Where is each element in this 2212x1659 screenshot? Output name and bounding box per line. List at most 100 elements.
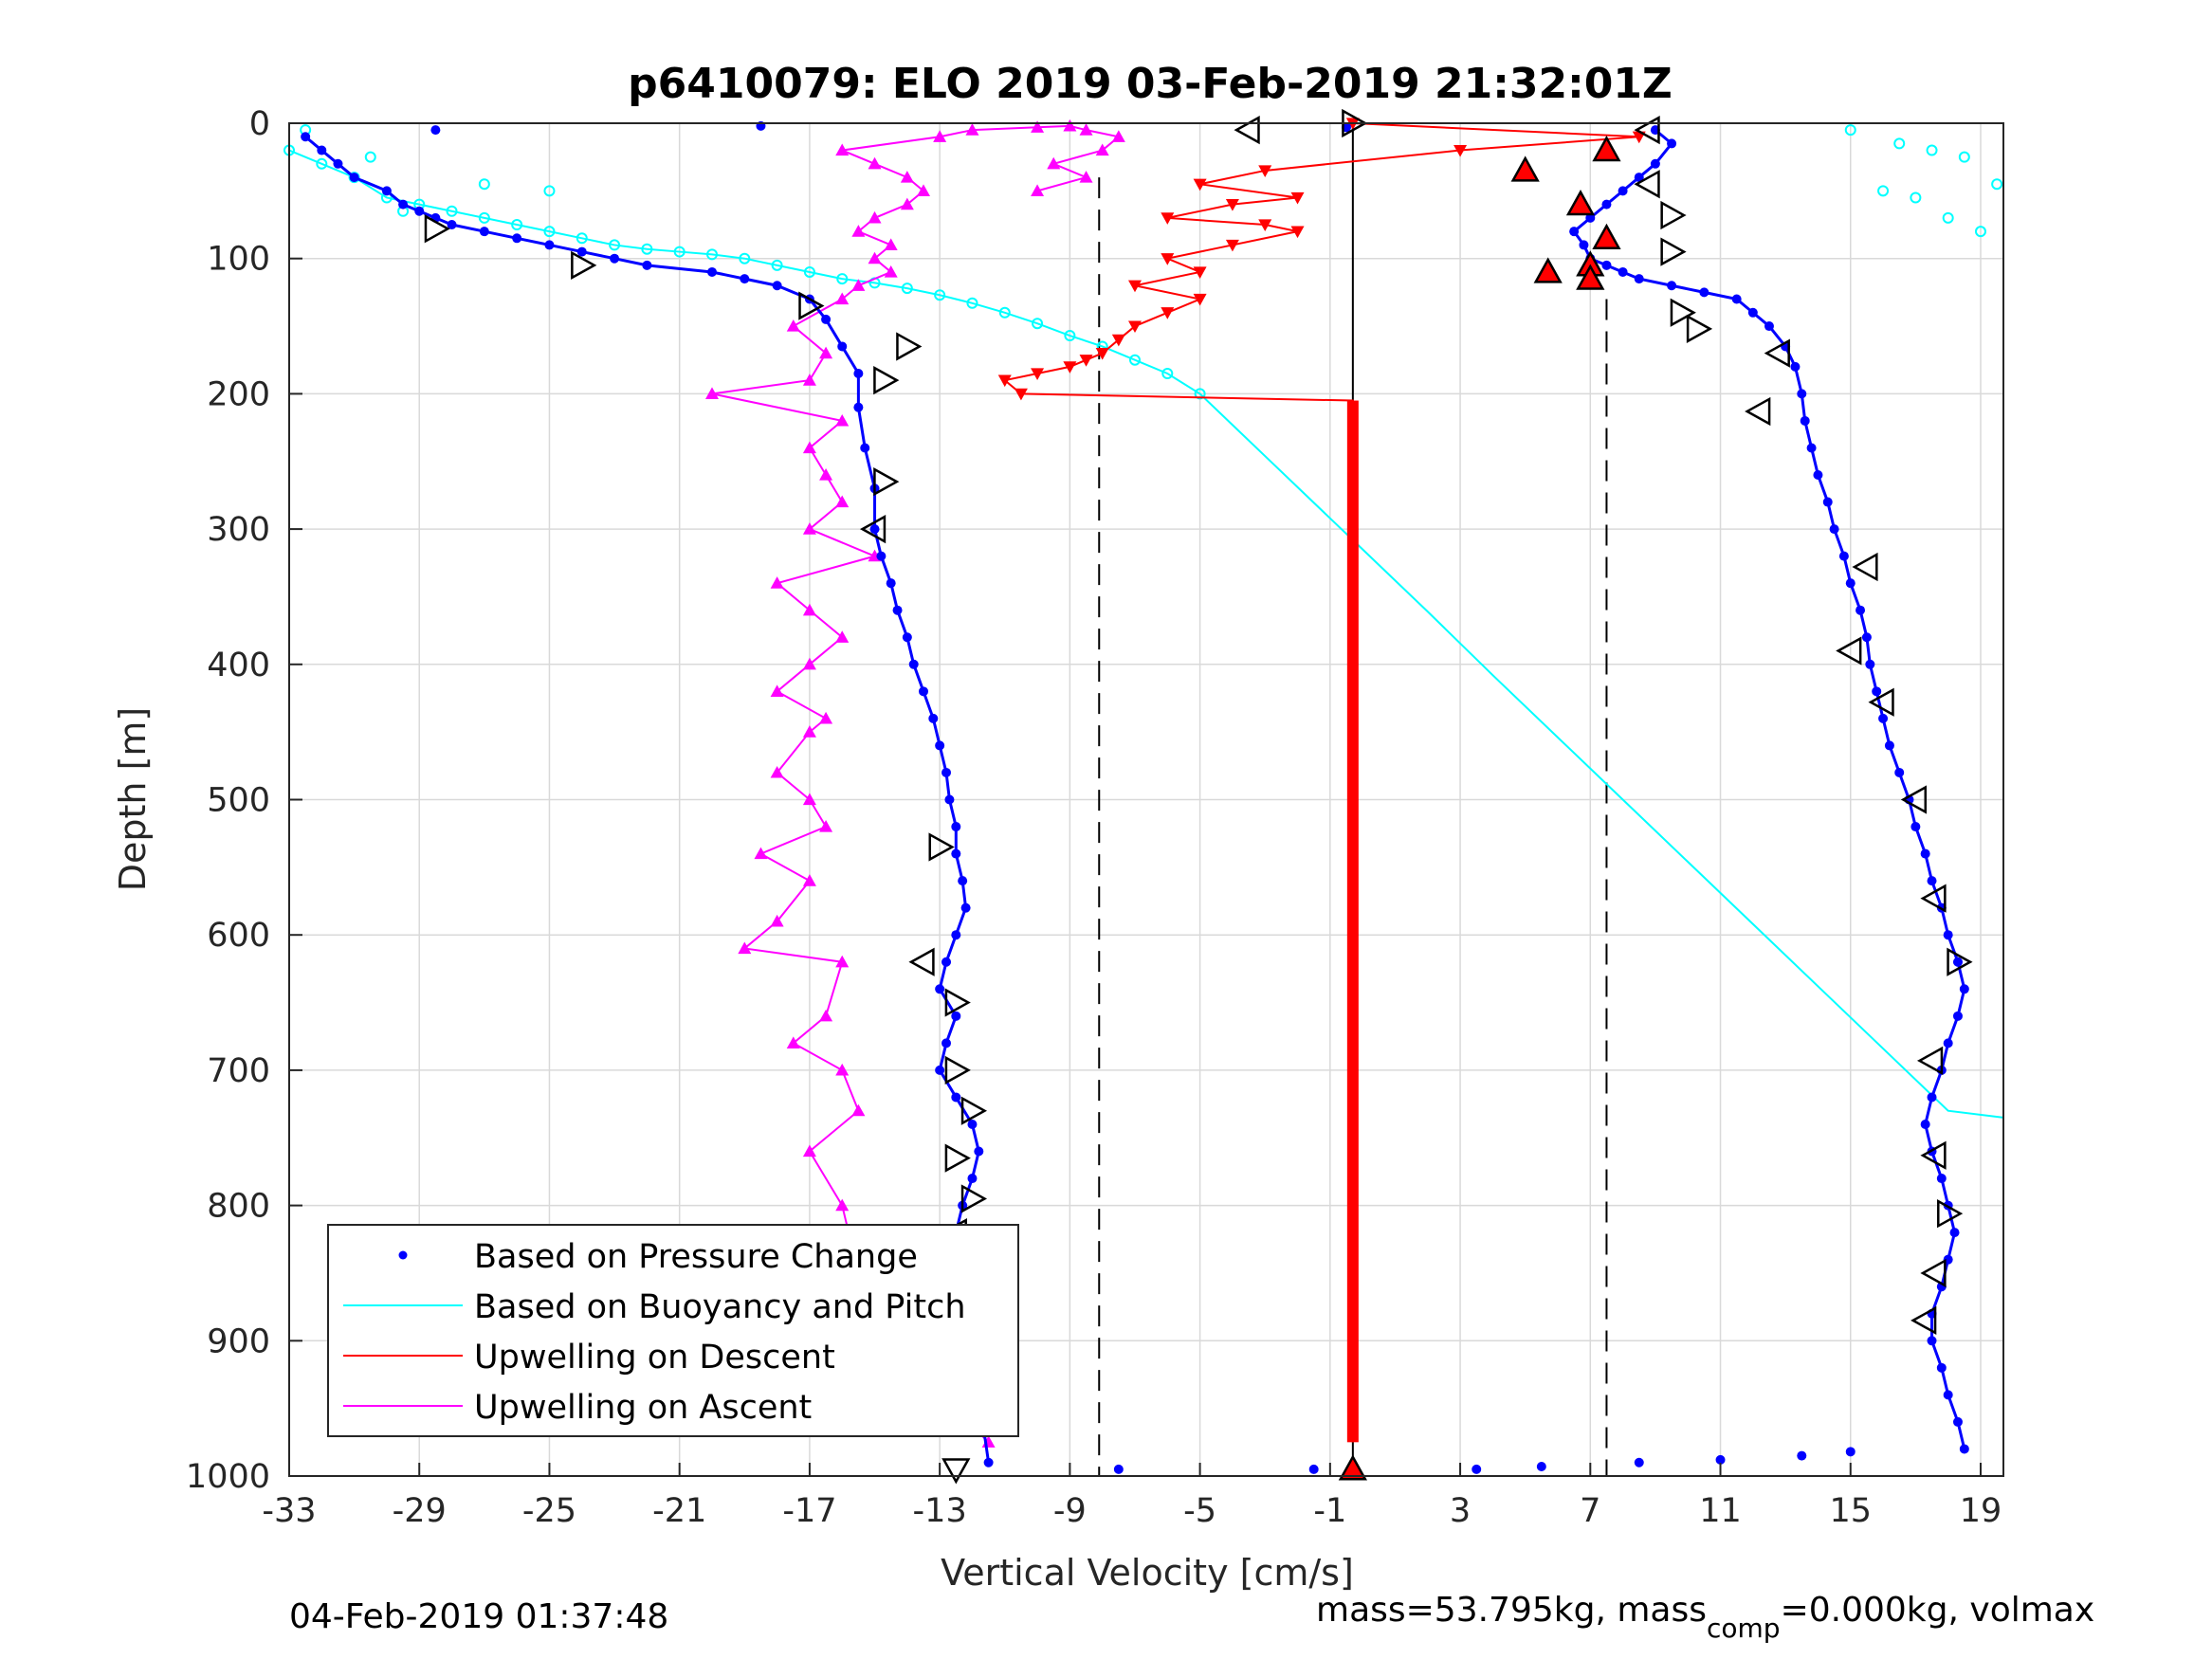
ascent-upwelling-point [835,955,850,968]
ascent-upwelling-point [770,576,784,589]
ascent-upwelling-point [802,874,816,886]
pressure-point [1878,713,1889,723]
x-tick-label: 15 [1829,1492,1872,1530]
x-tick-label: -21 [652,1492,706,1530]
pressure-point [1927,1092,1937,1103]
pressure-point [414,206,425,216]
ascent-upwelling-point [819,1009,833,1022]
pressure-point [1845,1447,1856,1457]
footer-mass-sub: comp [1707,1613,1781,1644]
y-tick-label: 1000 [186,1458,270,1496]
pressure-point [928,713,939,723]
buoyancy-point [1958,151,1970,163]
pressure-point [960,902,971,913]
ascent-upwelling-point [1079,171,1093,183]
ascent-upwelling-point [933,130,947,142]
ascent-upwelling-point [900,197,914,210]
y-axis-label: Depth [m] [112,707,154,892]
descent-upwelling-point [1161,212,1175,225]
pressure-point [1927,876,1937,886]
buoyancy-point [478,211,490,224]
legend: Based on Pressure Change Based on Buoyan… [327,1224,1019,1437]
ascent-upwelling-point [770,684,784,697]
ascent-upwelling-point [835,143,850,156]
ascent-upwelling-point [851,1103,866,1117]
y-tick-label: 400 [207,647,270,684]
pressure-point [908,659,919,669]
descent-upwelling-point [1193,293,1207,306]
descent-upwelling-point [1193,266,1207,279]
pressure-point [1579,240,1589,250]
ascent-upwelling-point [1047,156,1061,170]
ascent-upwelling-point [1063,118,1077,132]
ascent-upwelling-point [754,847,768,860]
pressure-point [876,551,887,561]
buoyancy-point [771,259,783,271]
buoyancy-point [1974,226,1986,238]
ascent-upwelling-point [835,1063,850,1076]
legend-label-buoyancy: Based on Buoyancy and Pitch [474,1288,966,1326]
x-tick-label: 7 [1580,1492,1600,1530]
ascent-upwelling-point [738,941,752,955]
y-tick-label: 300 [207,511,270,549]
x-tick-label: -5 [1183,1492,1216,1530]
x-tick-label: -33 [262,1492,316,1530]
buoyancy-point [1942,211,1954,224]
heading-marker [1592,223,1621,249]
x-axis-label: Vertical Velocity [cm/s] [941,1552,1354,1594]
heading-marker [1686,314,1713,344]
pressure-point [1884,740,1894,751]
x-tick-label: -17 [782,1492,836,1530]
footer-timestamp: 04-Feb-2019 01:37:48 [289,1597,668,1636]
descent-upwelling-point [1258,219,1272,232]
pressure-point [317,145,327,155]
pressure-point [1949,1228,1960,1238]
buoyancy-point [1161,367,1174,379]
buoyancy-point [1128,354,1141,366]
ascent-upwelling-point [884,264,898,278]
ascent-upwelling-point [802,1144,816,1158]
pressure-point [1536,1462,1546,1472]
heading-marker [1670,298,1696,327]
pressure-point [935,740,945,751]
y-tick-label: 600 [207,917,270,955]
pressure-point [1800,415,1810,426]
y-tick-label: 900 [207,1322,270,1360]
pressure-point [860,443,870,453]
heading-marker [1947,947,1973,976]
pressure-point [974,1146,984,1157]
pressure-point [1936,1174,1947,1184]
pressure-point [1910,822,1921,832]
buoyancy-point [998,306,1011,319]
pressure-point [941,957,952,967]
heading-marker [944,1055,971,1085]
ascent-upwelling-point [1079,123,1093,136]
pressure-point [706,266,717,277]
descent-upwelling-point [1453,144,1468,157]
descent-upwelling-line [1002,122,1639,1443]
buoyancy-point [673,246,686,258]
pressure-point [1952,957,1963,967]
pressure-point [902,632,912,643]
buoyancy-point [576,232,588,245]
buoyancy-point [934,289,946,301]
pressure-point [1838,551,1849,561]
pressure-point [1845,578,1856,589]
pressure-point [1699,287,1709,298]
buoyancy-point [1877,185,1890,197]
buoyancy-point [543,185,556,197]
pressure-point [869,524,880,535]
pressure-point [1894,767,1905,777]
ascent-upwelling-point [900,171,914,183]
heading-marker [1764,338,1790,368]
pressure-point [944,794,955,805]
heading-marker [908,947,935,976]
ascent-upwelling-point [835,1198,850,1212]
data-layer [283,108,2004,1485]
pressure-point [447,220,457,230]
pressure-point [1943,930,1953,940]
buoyancy-point [609,239,621,251]
ascent-upwelling-point [1031,120,1045,133]
pressure-point [301,132,311,142]
descent-upwelling-point [1079,355,1093,367]
